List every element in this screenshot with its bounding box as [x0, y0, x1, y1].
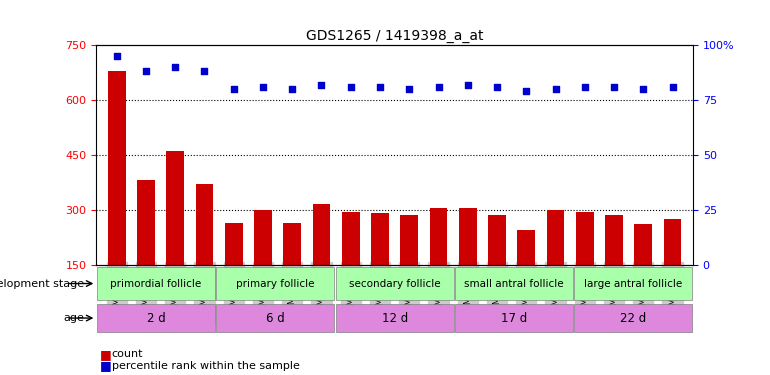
Text: 6 d: 6 d [266, 312, 285, 324]
FancyBboxPatch shape [216, 267, 334, 300]
Point [432, 84, 444, 90]
Point [520, 88, 532, 94]
Bar [108, 70, 126, 265]
Point [228, 86, 240, 92]
Text: percentile rank within the sample: percentile rank within the sample [112, 361, 300, 370]
FancyBboxPatch shape [455, 267, 573, 300]
Bar [196, 184, 213, 265]
Bar [254, 210, 272, 265]
FancyBboxPatch shape [336, 267, 454, 300]
Point [374, 84, 387, 90]
Point [199, 68, 211, 74]
Point [403, 86, 415, 92]
Point [549, 86, 561, 92]
Bar [576, 211, 594, 265]
Bar [137, 180, 155, 265]
FancyBboxPatch shape [574, 267, 692, 300]
Bar [166, 151, 184, 265]
Point [461, 81, 474, 87]
Bar [225, 223, 243, 265]
Text: primary follicle: primary follicle [236, 279, 314, 288]
Point [169, 64, 182, 70]
Text: 2 d: 2 d [146, 312, 166, 324]
Text: ■: ■ [100, 348, 112, 361]
Bar [342, 211, 360, 265]
Text: small antral follicle: small antral follicle [464, 279, 564, 288]
Point [578, 84, 591, 90]
FancyBboxPatch shape [574, 304, 692, 332]
Bar [488, 215, 506, 265]
Bar [283, 223, 301, 265]
Text: age: age [63, 313, 85, 323]
FancyBboxPatch shape [216, 304, 334, 332]
Text: large antral follicle: large antral follicle [584, 279, 682, 288]
Text: count: count [112, 350, 143, 359]
Point [637, 86, 649, 92]
FancyBboxPatch shape [97, 267, 215, 300]
Bar [634, 224, 652, 265]
Title: GDS1265 / 1419398_a_at: GDS1265 / 1419398_a_at [306, 28, 484, 43]
Point [666, 84, 678, 90]
Bar [547, 210, 564, 265]
Point [490, 84, 503, 90]
FancyBboxPatch shape [455, 304, 573, 332]
Text: development stage: development stage [0, 279, 85, 288]
Text: ■: ■ [100, 359, 112, 372]
Bar [430, 208, 447, 265]
Point [111, 53, 123, 59]
Bar [371, 213, 389, 265]
Bar [459, 208, 477, 265]
Point [608, 84, 620, 90]
Point [316, 81, 328, 87]
FancyBboxPatch shape [336, 304, 454, 332]
Text: primordial follicle: primordial follicle [110, 279, 202, 288]
Bar [400, 215, 418, 265]
Bar [605, 215, 623, 265]
Point [257, 84, 270, 90]
Point [140, 68, 152, 74]
Bar [664, 219, 681, 265]
Text: secondary follicle: secondary follicle [349, 279, 440, 288]
Point [286, 86, 299, 92]
Text: 12 d: 12 d [381, 312, 408, 324]
Text: 22 d: 22 d [620, 312, 647, 324]
Bar [313, 204, 330, 265]
Point [345, 84, 357, 90]
FancyBboxPatch shape [97, 304, 215, 332]
Text: 17 d: 17 d [500, 312, 527, 324]
Bar [517, 230, 535, 265]
